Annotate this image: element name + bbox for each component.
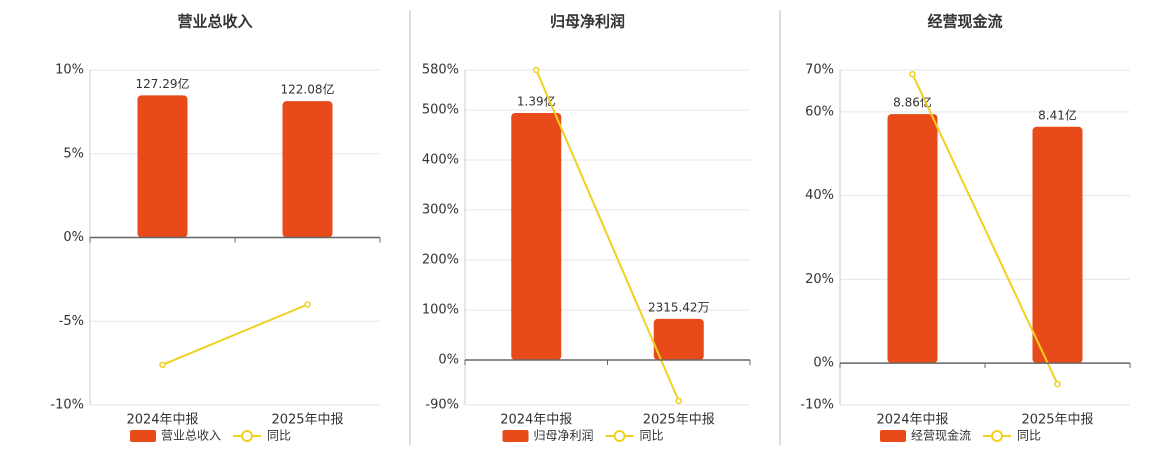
- chart-title: 经营现金流: [927, 13, 1002, 31]
- bar: [887, 114, 938, 364]
- legend-marker: [613, 430, 626, 442]
- point: [533, 66, 540, 74]
- y-tick-label: 10%: [55, 63, 84, 78]
- legend-label: 同比: [267, 429, 291, 443]
- chart-title: 营业总收入: [177, 13, 252, 31]
- point: [159, 361, 166, 369]
- point: [675, 397, 682, 405]
- point: [1054, 380, 1061, 388]
- line: [535, 69, 680, 402]
- y-tick-label: 300%: [422, 203, 459, 218]
- x-tick-label: 2025年中报: [1021, 413, 1093, 428]
- y-tick-label: -5%: [59, 314, 84, 329]
- bar: [282, 101, 333, 238]
- bar: [511, 113, 562, 361]
- line: [162, 303, 308, 366]
- y-tick-label: 0%: [813, 356, 834, 371]
- x-tick-label: 2024年中报: [876, 413, 948, 428]
- legend-swatch: [880, 430, 906, 442]
- chart: 营业总收入 -10% -5% 0% 5% 10% 2024年中报 2025年中报 127.29亿…: [50, 13, 381, 443]
- y-tick-label: -10%: [50, 398, 84, 413]
- legend-label: 同比: [1017, 429, 1041, 443]
- point: [909, 70, 916, 78]
- y-tick-label: 400%: [422, 153, 459, 168]
- point: [304, 301, 311, 308]
- data-label: 8.41亿: [1038, 107, 1077, 122]
- data-label: 122.08亿: [281, 82, 335, 97]
- y-tick-label: 20%: [805, 272, 834, 287]
- legend-label: 经营现金流: [911, 428, 971, 443]
- y-tick-label: 60%: [805, 104, 834, 119]
- legend-marker: [241, 430, 254, 442]
- line: [911, 73, 1059, 385]
- legend-swatch: [130, 430, 156, 442]
- bar: [1032, 126, 1083, 364]
- y-tick-label: 0%: [63, 230, 84, 245]
- y-tick-label: 0%: [438, 353, 459, 368]
- y-tick-label: 500%: [422, 103, 459, 118]
- chart: 经营现金流 -10% 0% 20% 40% 60% 70% 2024年中报 2025年中报 8.8…: [800, 13, 1131, 443]
- data-label: 127.29亿: [136, 76, 190, 91]
- y-tick-label: 70%: [805, 63, 834, 78]
- x-tick-label: 2025年中报: [643, 413, 715, 428]
- data-label: 1.39亿: [517, 94, 556, 109]
- legend-label: 归母净利润: [534, 429, 594, 443]
- bar: [137, 95, 188, 238]
- legend-marker: [991, 430, 1004, 442]
- data-label: 2315.42万: [648, 300, 710, 314]
- data-label: 8.86亿: [893, 95, 932, 110]
- x-tick-label: 2024年中报: [500, 413, 572, 428]
- y-tick-label: 5%: [63, 146, 84, 161]
- y-tick-label: 40%: [805, 188, 834, 203]
- y-tick-label: -10%: [800, 398, 834, 413]
- chart: 归母净利润 -90% 0% 100% 200% 300% 400% 500% 580% 2024年…: [422, 13, 751, 443]
- legend-label: 营业总收入: [161, 429, 221, 443]
- y-tick-label: -90%: [425, 398, 459, 413]
- legend-swatch: [502, 430, 529, 442]
- chart-title: 归母净利润: [550, 13, 625, 31]
- y-tick-label: 200%: [422, 253, 459, 268]
- x-tick-label: 2025年中报: [271, 413, 343, 428]
- y-tick-label: 580%: [422, 63, 459, 78]
- x-tick-label: 2024年中报: [126, 413, 198, 428]
- bar: [653, 318, 704, 361]
- legend-label: 同比: [640, 429, 664, 443]
- y-tick-label: 100%: [422, 303, 459, 318]
